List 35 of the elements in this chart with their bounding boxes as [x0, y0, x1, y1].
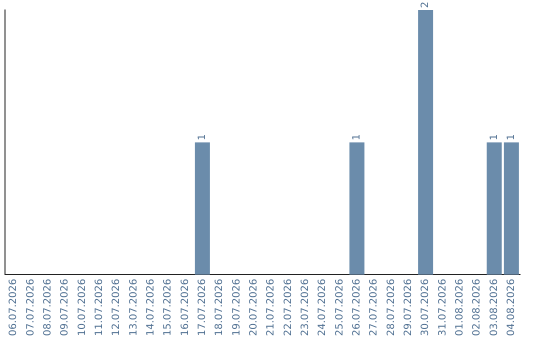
- x-tick-label: 22.07.2026: [282, 278, 294, 336]
- x-tick-label: 20.07.2026: [248, 278, 260, 336]
- x-tick-label: 12.07.2026: [111, 278, 122, 336]
- x-tick-label: 04.08.2026: [506, 278, 518, 336]
- x-tick-label: 15.07.2026: [162, 278, 174, 336]
- x-tick-label: 27.07.2026: [368, 278, 380, 336]
- x-tick-label: 31.07.2026: [437, 278, 448, 336]
- x-tick-label: 19.07.2026: [231, 278, 242, 336]
- x-tick-label: 02.08.2026: [472, 278, 483, 336]
- x-tick-label: 11.07.2026: [94, 278, 106, 336]
- x-tick-label: 14.07.2026: [146, 278, 157, 336]
- data-label: 1: [197, 134, 208, 140]
- data-label: 1: [488, 134, 500, 140]
- x-tick-label: 13.07.2026: [128, 278, 140, 336]
- x-tick-label: 24.07.2026: [317, 278, 328, 336]
- x-tick-label: 21.07.2026: [266, 278, 277, 336]
- x-tick-label: 06.07.2026: [8, 278, 20, 336]
- x-tick-label: 07.07.2026: [25, 278, 36, 336]
- x-tick-label: 29.07.2026: [403, 278, 414, 336]
- x-tick-label: 01.08.2026: [454, 278, 466, 336]
- x-tick-label: 09.07.2026: [60, 278, 71, 336]
- data-label: 2: [420, 2, 432, 8]
- x-tick-label: 25.07.2026: [334, 278, 346, 336]
- x-tick-label: 23.07.2026: [300, 278, 312, 336]
- x-tick-label: 28.07.2026: [386, 278, 397, 336]
- data-label: 1: [352, 134, 363, 140]
- x-tick-label: 10.07.2026: [76, 278, 88, 336]
- x-tick-label: 26.07.2026: [352, 278, 363, 336]
- x-tick-label: 08.07.2026: [42, 278, 54, 336]
- x-tick-label: 30.07.2026: [420, 278, 432, 336]
- data-label: 1: [506, 134, 518, 140]
- x-tick-label: 16.07.2026: [180, 278, 191, 336]
- x-tick-label: 17.07.2026: [197, 278, 208, 336]
- x-tick-label: 18.07.2026: [214, 278, 226, 336]
- x-tick-label: 03.08.2026: [488, 278, 500, 336]
